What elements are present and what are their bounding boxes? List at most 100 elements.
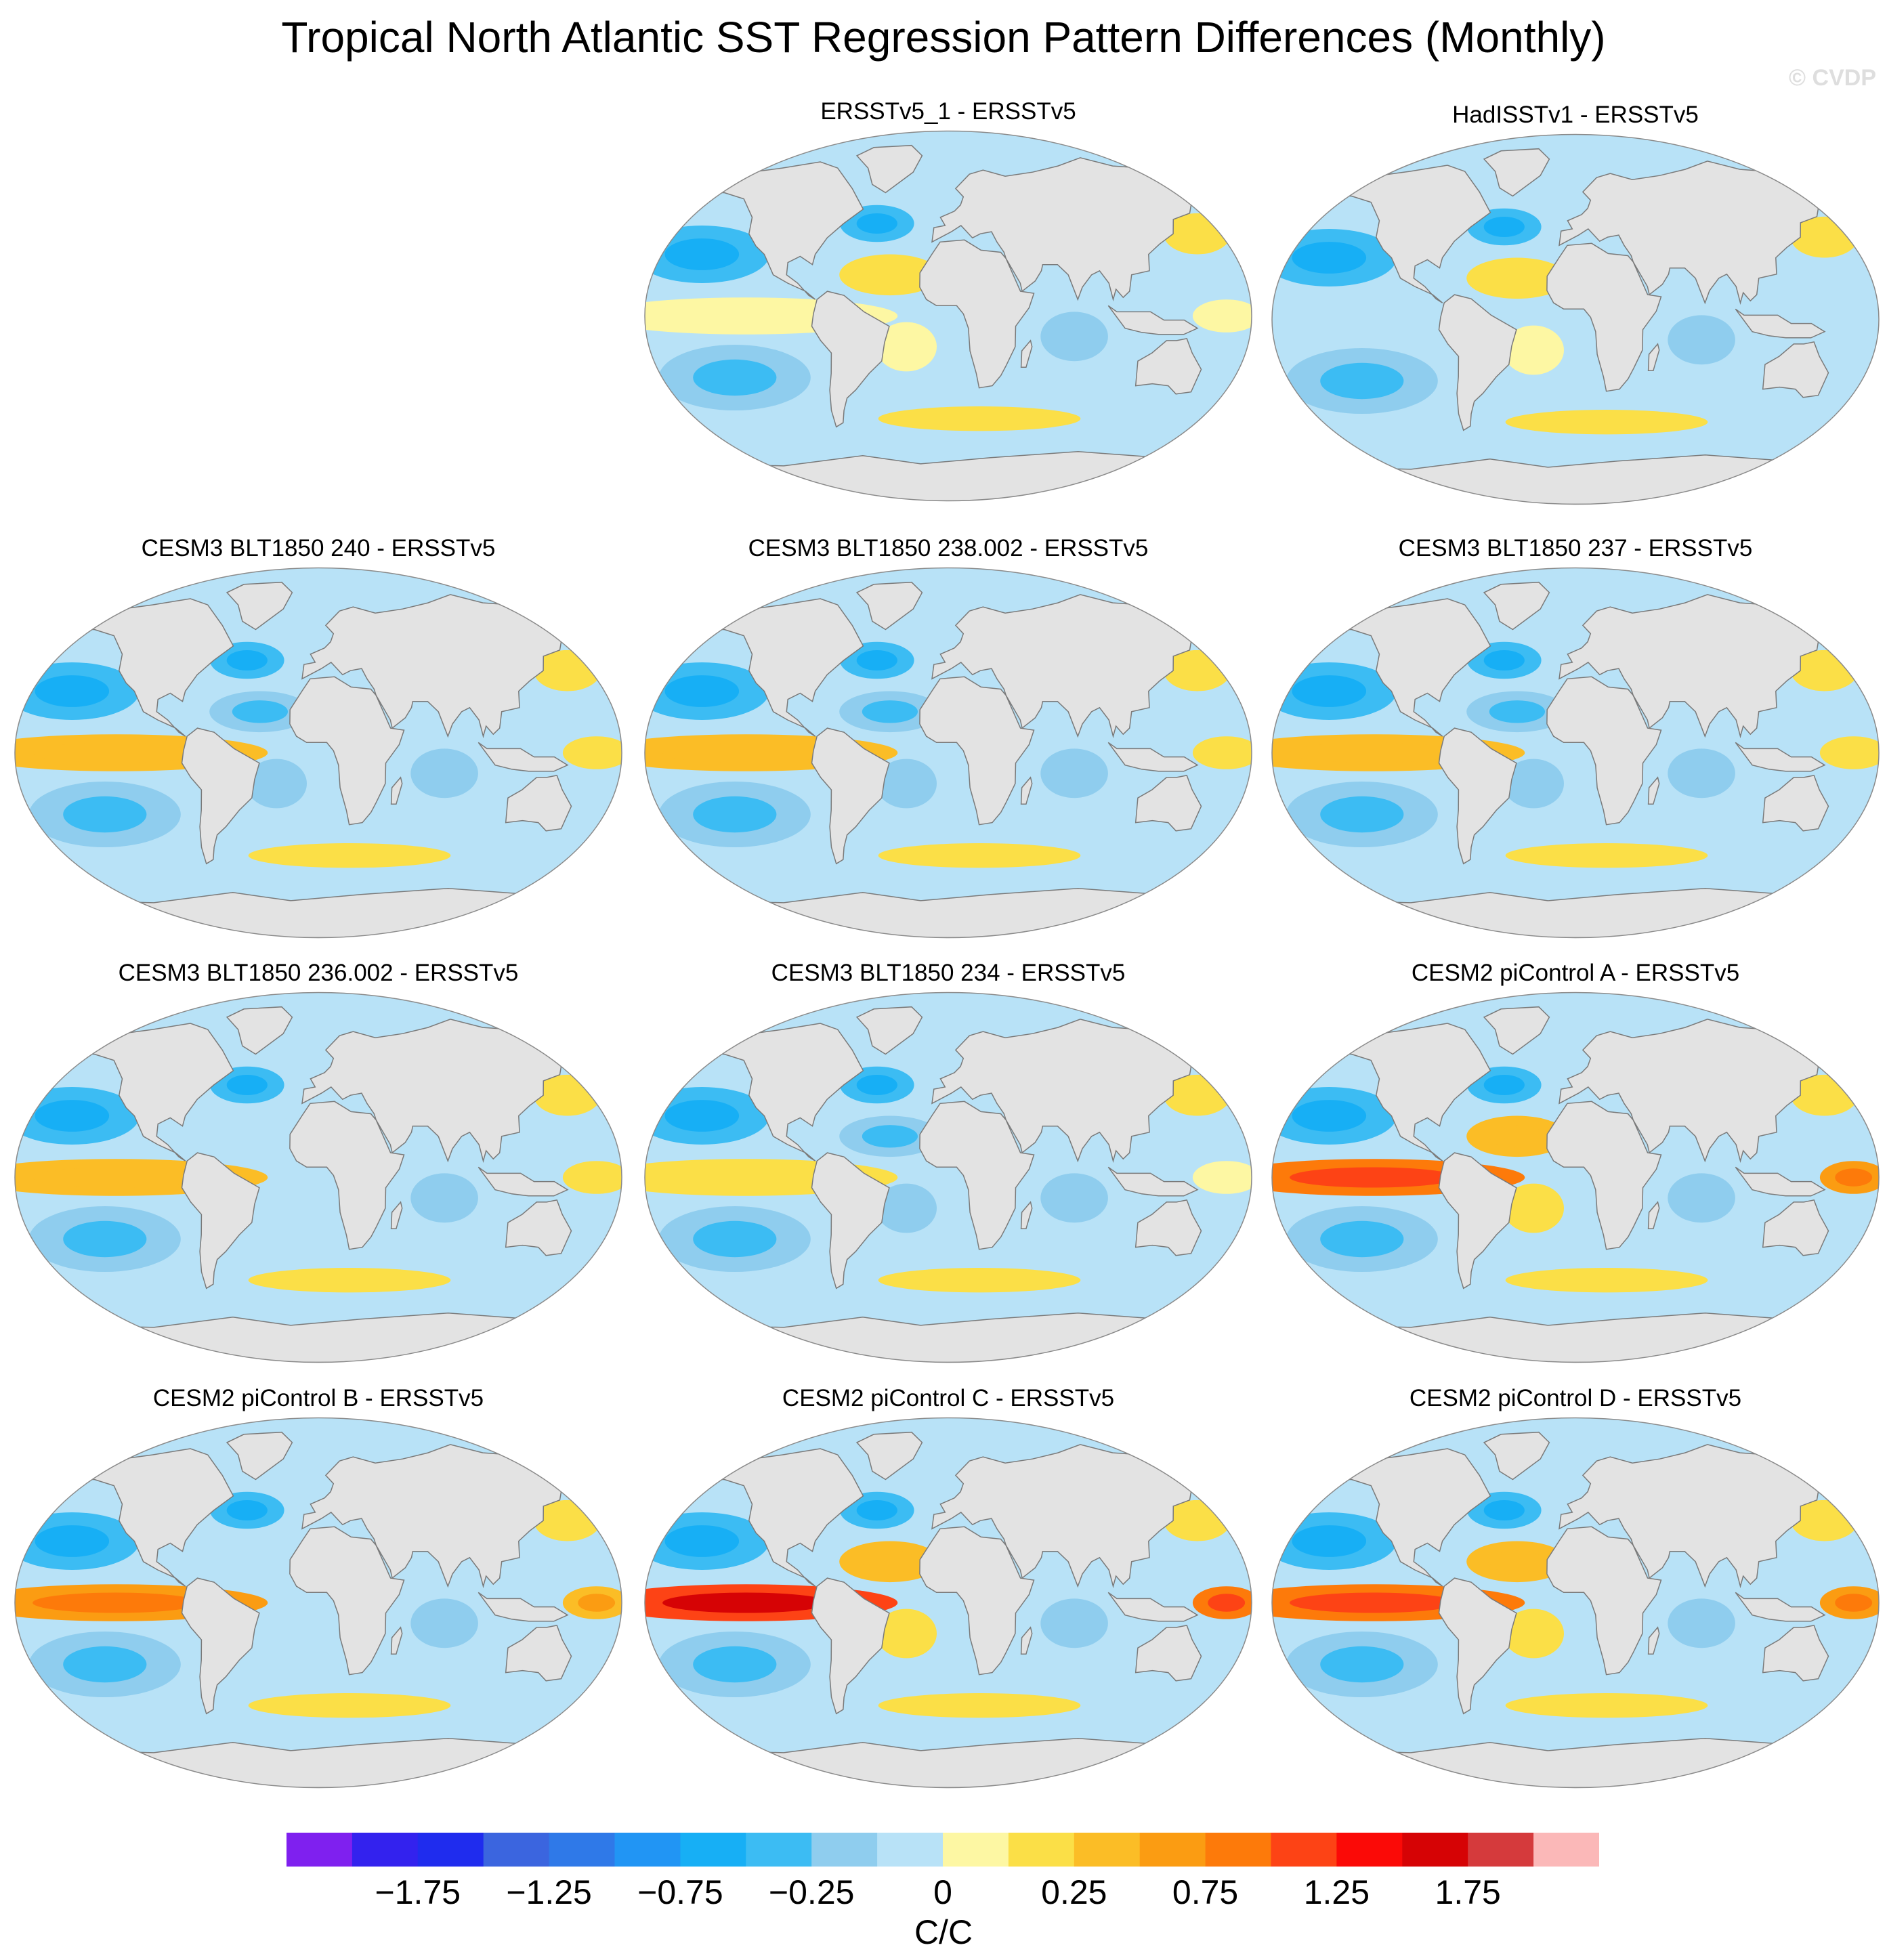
continent-madagascar xyxy=(1647,343,1660,372)
south-pacific-anomaly-core xyxy=(63,1220,147,1258)
continent-south-america xyxy=(181,1152,260,1290)
continent-south-america xyxy=(1438,1577,1517,1715)
north-pacific-anomaly-core xyxy=(35,1100,110,1132)
north-atlantic-anomaly-core xyxy=(856,1075,897,1095)
continent-australia xyxy=(1762,341,1829,398)
continent-north-america xyxy=(71,1448,234,1587)
continent-australia xyxy=(1135,338,1202,395)
continent-africa xyxy=(919,1101,1035,1250)
continent-north-america xyxy=(71,1023,234,1162)
west-pacific-anomaly xyxy=(1192,1161,1252,1194)
panel-title: CESM2 piControl C - ERSSTv5 xyxy=(782,1385,1115,1411)
continent-eurasia xyxy=(931,594,1212,739)
indian-ocean-anomaly xyxy=(410,1173,478,1223)
tropical-atlantic-anomaly-core xyxy=(1489,700,1545,723)
panel-title: CESM2 piControl A - ERSSTv5 xyxy=(1411,960,1740,986)
north-atlantic-anomaly-core xyxy=(226,1075,268,1095)
continent-south-america xyxy=(811,1152,890,1290)
continent-australia xyxy=(1762,1199,1829,1256)
continent-north-america xyxy=(701,161,864,300)
north-pacific-anomaly-core xyxy=(664,1100,740,1132)
colorbar-tick-label: −0.75 xyxy=(637,1873,723,1911)
colorbar-tick-labels: −1.75 −1.25 −0.75 −0.25 0 0.25 0.75 1.25 1.75 xyxy=(287,1873,1599,1920)
south-pacific-anomaly-core xyxy=(693,1220,777,1258)
continent-africa xyxy=(1546,676,1662,826)
figure-title: Tropical North Atlantic SST Regression P… xyxy=(281,13,1606,62)
continent-north-america xyxy=(1328,165,1491,303)
continent-eurasia xyxy=(931,1019,1212,1164)
colorbar-swatch xyxy=(614,1833,681,1867)
indian-ocean-anomaly xyxy=(1668,1598,1735,1648)
continent-indonesia xyxy=(1107,742,1199,772)
map-panel: CESM2 piControl B - ERSSTv5 xyxy=(7,1385,630,1791)
continent-eurasia xyxy=(931,157,1212,302)
world-map xyxy=(14,992,622,1363)
southern-ocean-anomaly xyxy=(248,843,451,868)
west-pacific-anomaly-core xyxy=(1208,1594,1246,1612)
southern-ocean-anomaly xyxy=(1505,1693,1708,1718)
continent-madagascar xyxy=(390,776,403,805)
map-panel: CESM3 BLT1850 236.002 - ERSSTv5 xyxy=(7,960,630,1366)
panel-title: CESM3 BLT1850 237 - ERSSTv5 xyxy=(1398,535,1753,561)
continent-madagascar xyxy=(1647,776,1660,805)
colorbar-swatch xyxy=(1468,1833,1534,1867)
indian-ocean-anomaly xyxy=(1040,1598,1108,1648)
continent-indonesia xyxy=(1735,1592,1826,1622)
continent-north-america xyxy=(701,598,864,737)
continent-south-america xyxy=(811,727,890,865)
panel-title: CESM3 BLT1850 234 - ERSSTv5 xyxy=(771,960,1126,986)
colorbar-swatch xyxy=(746,1833,812,1867)
north-pacific-anomaly-core xyxy=(1292,242,1367,274)
map-outline xyxy=(14,567,622,939)
continent-africa xyxy=(919,676,1035,826)
south-atlantic-anomaly xyxy=(876,1609,937,1659)
southern-ocean-anomaly xyxy=(1505,843,1708,868)
south-atlantic-anomaly xyxy=(876,759,937,809)
continent-australia xyxy=(1135,775,1202,832)
southern-ocean-anomaly xyxy=(1505,410,1708,435)
continent-madagascar xyxy=(1020,339,1033,368)
colorbar-tick-label: 0.25 xyxy=(1041,1873,1107,1911)
world-map xyxy=(644,992,1252,1363)
continent-indonesia xyxy=(478,1166,569,1197)
continent-north-america xyxy=(1328,1448,1491,1587)
continent-greenland xyxy=(226,581,293,631)
colorbar-swatch xyxy=(811,1833,878,1867)
continent-indonesia xyxy=(478,742,569,772)
south-atlantic-anomaly xyxy=(1503,1183,1564,1233)
south-atlantic-anomaly xyxy=(876,1183,937,1233)
south-atlantic-anomaly xyxy=(246,1609,308,1659)
map-outline xyxy=(1271,133,1880,505)
continent-africa xyxy=(919,239,1035,389)
south-pacific-anomaly-core xyxy=(63,796,147,833)
indian-ocean-anomaly xyxy=(410,1598,478,1648)
colorbar-tick-label: −1.75 xyxy=(375,1873,461,1911)
world-map xyxy=(644,130,1252,502)
map-panels: ERSSTv5_1 - ERSSTv5 HadISSTv1 - ERSSTv5 CE… xyxy=(7,98,1880,1791)
colorbar-tick-label: 0.75 xyxy=(1172,1873,1239,1911)
continent-australia xyxy=(1135,1199,1202,1256)
west-pacific-anomaly xyxy=(1819,303,1879,336)
map-panel: CESM3 BLT1850 234 - ERSSTv5 xyxy=(637,960,1260,1366)
colorbar-swatch xyxy=(483,1833,550,1867)
continent-madagascar xyxy=(1647,1201,1660,1230)
map-outline xyxy=(14,1417,622,1789)
equatorial-pacific-anomaly-core xyxy=(1290,742,1457,763)
west-pacific-anomaly xyxy=(1192,736,1252,769)
continent-africa xyxy=(919,1526,1035,1676)
south-pacific-anomaly-core xyxy=(1320,362,1404,400)
continent-africa xyxy=(289,676,405,826)
tropical-atlantic-anomaly-core xyxy=(862,1550,918,1573)
southern-ocean-anomaly xyxy=(878,406,1081,431)
continent-greenland xyxy=(226,1431,293,1480)
panel-title: CESM2 piControl B - ERSSTv5 xyxy=(152,1385,484,1411)
west-pacific-anomaly xyxy=(1819,736,1879,769)
continent-eurasia xyxy=(1559,594,1840,739)
continent-indonesia xyxy=(478,1592,569,1622)
north-atlantic-anomaly-core xyxy=(1483,1075,1525,1095)
tropical-atlantic-anomaly-core xyxy=(1489,1550,1545,1573)
continent-greenland xyxy=(855,1006,923,1055)
north-atlantic-anomaly-core xyxy=(856,1500,897,1520)
tropical-atlantic-anomaly-core xyxy=(1489,1125,1545,1148)
tropical-atlantic-anomaly-core xyxy=(862,700,918,723)
